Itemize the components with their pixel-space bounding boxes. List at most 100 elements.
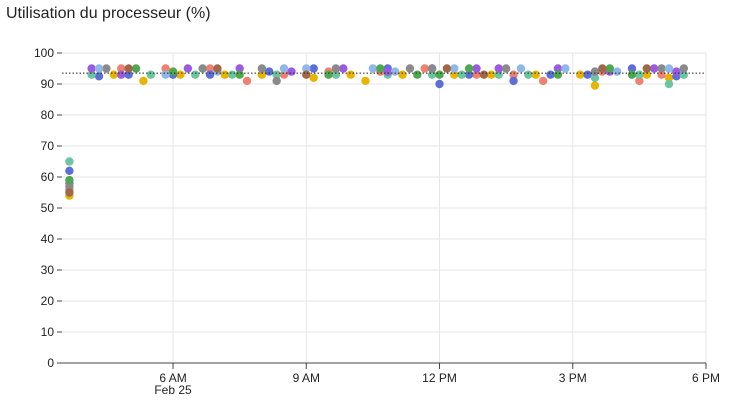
data-point xyxy=(575,70,585,79)
data-point xyxy=(509,70,518,79)
data-point xyxy=(657,64,666,73)
data-point xyxy=(161,70,170,79)
data-point xyxy=(124,64,133,73)
data-point xyxy=(561,64,570,73)
data-point xyxy=(65,188,74,197)
data-point xyxy=(205,64,215,73)
y-tick-label: 70 xyxy=(41,139,55,153)
data-point xyxy=(509,76,518,86)
data-point xyxy=(272,70,281,79)
data-point xyxy=(383,67,392,76)
data-point xyxy=(679,70,688,79)
y-tick-label: 80 xyxy=(41,108,55,122)
data-point xyxy=(176,70,185,79)
y-tick-label: 10 xyxy=(41,325,55,339)
data-point xyxy=(427,64,437,73)
data-point xyxy=(213,64,222,73)
data-point xyxy=(65,175,74,185)
chart-title: Utilisation du processeur (%) xyxy=(6,5,211,22)
data-point xyxy=(331,64,341,73)
data-point xyxy=(139,76,148,86)
data-point xyxy=(635,76,644,86)
data-point xyxy=(405,64,415,73)
data-point xyxy=(553,64,563,73)
data-point xyxy=(553,70,563,79)
data-point xyxy=(235,70,244,79)
data-point xyxy=(339,64,348,73)
x-tick-sublabel: Feb 25 xyxy=(154,383,192,397)
data-point xyxy=(376,64,385,73)
data-point xyxy=(457,70,466,79)
data-point xyxy=(442,64,452,73)
data-point xyxy=(131,64,141,73)
data-point xyxy=(279,70,289,79)
data-point xyxy=(605,64,614,73)
data-point xyxy=(235,64,244,73)
data-point xyxy=(590,81,600,90)
data-point xyxy=(494,64,503,73)
data-point xyxy=(146,70,156,79)
data-point xyxy=(368,64,378,73)
data-point xyxy=(435,70,444,79)
data-point xyxy=(309,64,318,73)
y-tick-label: 100 xyxy=(34,46,54,60)
data-point xyxy=(635,70,644,79)
data-point xyxy=(257,64,267,73)
data-point xyxy=(161,64,170,73)
y-tick-label: 40 xyxy=(41,232,55,246)
data-point xyxy=(346,70,355,79)
x-tick-label: 12 PM xyxy=(422,371,457,385)
data-point xyxy=(612,67,622,76)
x-tick-label: 3 PM xyxy=(559,371,587,385)
data-point xyxy=(287,67,296,76)
data-point xyxy=(427,70,437,79)
data-point xyxy=(309,73,318,83)
data-point xyxy=(649,64,659,73)
data-point xyxy=(331,70,341,79)
data-point xyxy=(117,70,126,79)
data-point xyxy=(65,182,74,191)
data-point xyxy=(302,70,311,79)
data-point xyxy=(324,70,333,79)
data-point xyxy=(531,70,540,79)
data-point xyxy=(679,64,688,73)
data-point xyxy=(65,157,74,166)
data-point xyxy=(117,64,126,73)
data-point xyxy=(228,70,237,79)
data-point xyxy=(479,70,489,79)
data-point xyxy=(642,70,651,79)
data-point xyxy=(390,67,400,76)
data-point xyxy=(257,70,267,79)
data-point xyxy=(583,70,592,79)
data-point xyxy=(627,64,637,73)
data-point xyxy=(664,79,674,89)
data-point xyxy=(272,76,281,86)
data-point xyxy=(464,70,474,79)
data-point xyxy=(361,76,370,86)
y-tick-label: 50 xyxy=(41,201,55,215)
data-point xyxy=(516,64,526,73)
data-point xyxy=(413,70,422,79)
data-point xyxy=(87,64,96,73)
data-point xyxy=(420,64,429,73)
data-point xyxy=(94,64,104,73)
data-point xyxy=(87,70,96,79)
data-point xyxy=(657,70,666,79)
data-point xyxy=(435,79,444,89)
data-point xyxy=(642,64,651,73)
data-point xyxy=(398,70,407,79)
data-point xyxy=(220,70,230,79)
x-tick-label: 6 AM xyxy=(159,371,186,385)
data-point xyxy=(627,70,637,79)
data-point xyxy=(546,70,555,79)
data-point xyxy=(450,64,459,73)
data-point xyxy=(183,64,193,73)
data-point xyxy=(65,166,74,175)
data-point xyxy=(664,64,674,73)
data-point xyxy=(191,70,200,79)
data-point xyxy=(590,67,600,76)
data-point xyxy=(464,64,474,73)
data-point xyxy=(265,67,274,76)
data-point xyxy=(472,70,481,79)
